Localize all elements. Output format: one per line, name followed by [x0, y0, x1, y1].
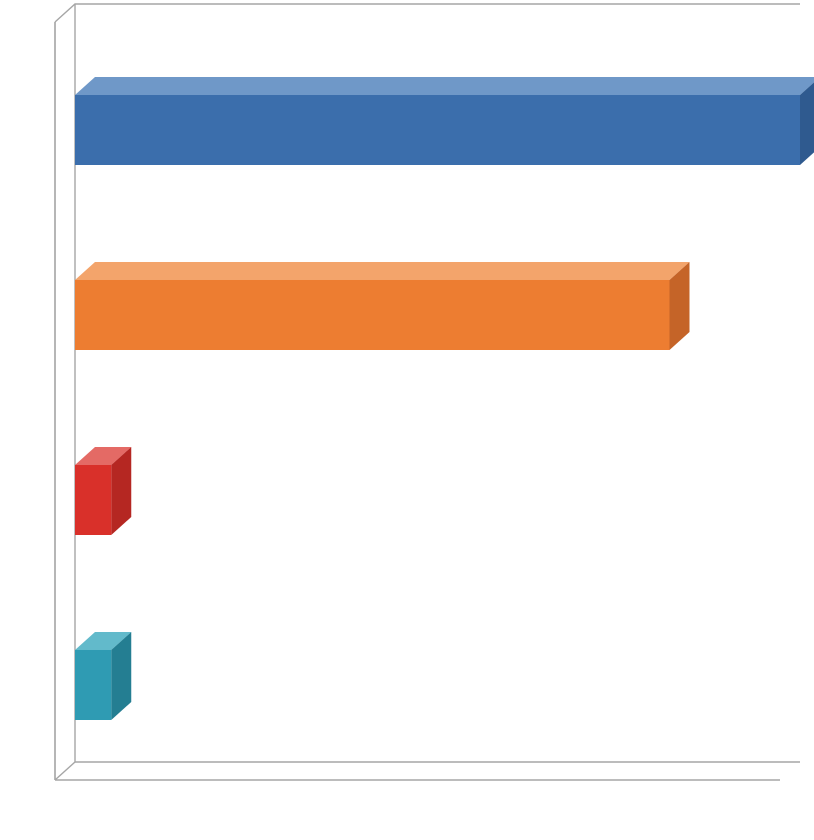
chart-container [0, 0, 814, 840]
bar-series-1 [75, 77, 814, 165]
bar-series-2 [75, 262, 690, 350]
bar-series-4 [75, 632, 131, 720]
bar-chart [0, 0, 814, 840]
bar-series-3 [75, 447, 131, 535]
